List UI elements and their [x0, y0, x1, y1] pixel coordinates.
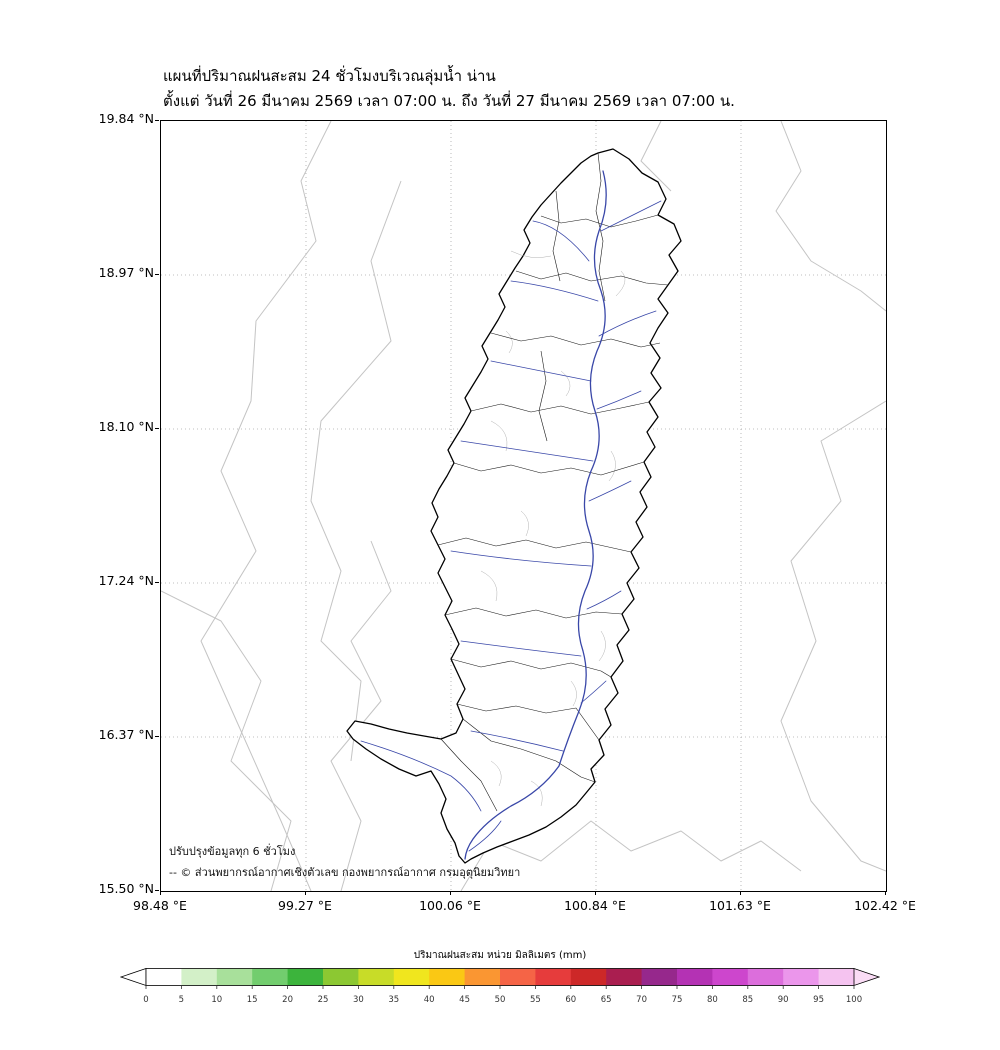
main-river	[464, 170, 607, 860]
colorbar-segment	[606, 968, 643, 986]
colorbar-tick-value: 60	[565, 995, 577, 1005]
colorbar-segment	[323, 968, 359, 986]
colorbar-segment	[783, 968, 820, 986]
map-plot-area: ปรับปรุงข้อมูลทุก 6 ชั่วโมง -- © ส่วนพยา…	[160, 120, 887, 892]
y-tick-label: 19.84 °N	[98, 111, 154, 126]
colorbar-segment	[535, 968, 572, 986]
y-tick-label: 17.24 °N	[98, 573, 154, 588]
x-tick-label: 100.06 °E	[419, 898, 481, 913]
colorbar-segment	[464, 968, 501, 986]
x-tick-label: 100.84 °E	[564, 898, 626, 913]
colorbar-segment	[712, 968, 749, 986]
colorbar-tick-value: 25	[317, 995, 329, 1005]
stream-lines	[480, 250, 626, 807]
colorbar-segment	[500, 968, 536, 986]
colorbar-segment	[287, 968, 324, 986]
colorbar-segment	[641, 968, 678, 986]
colorbar-tick-value: 50	[494, 995, 506, 1005]
colorbar-segment	[393, 968, 430, 986]
colorbar-segment	[429, 968, 466, 986]
colorbar-tick-value: 0	[143, 995, 149, 1005]
colorbar-under-arrow	[119, 967, 147, 987]
x-tick-label: 102.42 °E	[854, 898, 916, 913]
colorbar-tick-value: 70	[636, 995, 648, 1005]
colorbar-tick-value: 20	[282, 995, 294, 1005]
colorbar-tick-value: 45	[459, 995, 471, 1005]
colorbar-svg	[119, 967, 881, 989]
colorbar-segment	[252, 968, 289, 986]
colorbar-tick-value: 5	[178, 995, 185, 1005]
colorbar-tick-value: 15	[246, 995, 258, 1005]
colorbar-segment	[818, 968, 855, 986]
basin-boundary	[346, 148, 682, 864]
y-tick-mark	[155, 736, 159, 737]
subbasin-boundaries	[437, 152, 669, 812]
river-lines	[360, 170, 662, 860]
x-tick-label: 101.63 °E	[709, 898, 771, 913]
x-tick-mark	[740, 891, 741, 895]
y-tick-mark	[155, 890, 159, 891]
colorbar-tick-value: 75	[671, 995, 683, 1005]
map-title: แผนที่ปริมาณฝนสะสม 24 ชั่วโมงบริเวณลุ่มน…	[163, 67, 496, 85]
colorbar-tick-value: 85	[742, 995, 754, 1005]
colorbar-tick-value: 35	[388, 995, 400, 1005]
y-tick-label: 16.37 °N	[98, 727, 154, 742]
y-tick-mark	[155, 428, 159, 429]
y-tick-label: 18.97 °N	[98, 265, 154, 280]
colorbar-tick-value: 40	[423, 995, 435, 1005]
x-tick-mark	[305, 891, 306, 895]
colorbar-tick-labels: 0 5 10 15 20 25 30 35 40 45 50 55 60 65 70 75 80 85 90 95 10…	[120, 995, 880, 1008]
map-subtitle: ตั้งแต่ วันที่ 26 มีนาคม 2569 เวลา 07:00…	[163, 92, 735, 110]
y-tick-mark	[155, 274, 159, 275]
colorbar-gradient	[119, 967, 881, 994]
colorbar-segment	[677, 968, 713, 986]
colorbar-tick-value: 30	[352, 995, 364, 1005]
x-tick-label: 98.48 °E	[133, 898, 187, 913]
colorbar-tick-value: 80	[706, 995, 718, 1005]
colorbar-tick-value: 90	[777, 995, 789, 1005]
y-tick-mark	[155, 120, 159, 121]
colorbar-over-arrow	[853, 967, 881, 987]
map-canvas	[161, 121, 886, 891]
x-tick-mark	[450, 891, 451, 895]
update-note-line1: ปรับปรุงข้อมูลทุก 6 ชั่วโมง	[169, 845, 296, 858]
colorbar-tick-value: 100	[845, 995, 863, 1005]
update-note-line2: -- © ส่วนพยากรณ์อากาศเชิงตัวเลข กองพยากร…	[169, 866, 521, 879]
colorbar-segment	[216, 968, 253, 986]
y-tick-mark	[155, 582, 159, 583]
update-note: ปรับปรุงข้อมูลทุก 6 ชั่วโมง -- © ส่วนพยา…	[169, 841, 520, 883]
colorbar-segment	[181, 968, 218, 986]
colorbar-segment	[146, 968, 182, 986]
x-tick-mark	[160, 891, 161, 895]
title-block: แผนที่ปริมาณฝนสะสม 24 ชั่วโมงบริเวณลุ่มน…	[163, 64, 735, 114]
colorbar-tick-value: 10	[211, 995, 223, 1005]
x-tick-mark	[885, 891, 886, 895]
y-tick-label: 18.10 °N	[98, 419, 154, 434]
colorbar-tick-value: 95	[813, 995, 825, 1005]
colorbar-label: ปริมาณฝนสะสม หน่วย มิลลิเมตร (mm)	[413, 950, 587, 961]
colorbar-segment	[358, 968, 395, 986]
colorbar-tick-value: 65	[600, 995, 612, 1005]
colorbar: ปริมาณฝนสะสม หน่วย มิลลิเมตร (mm) 0 5 10 15…	[119, 948, 881, 1008]
x-tick-label: 99.27 °E	[278, 898, 332, 913]
colorbar-segment	[570, 968, 607, 986]
colorbar-tick-value: 55	[529, 995, 541, 1005]
x-tick-mark	[595, 891, 596, 895]
province-boundaries	[161, 121, 886, 891]
colorbar-segment	[747, 968, 784, 986]
y-tick-label: 15.50 °N	[98, 881, 154, 896]
